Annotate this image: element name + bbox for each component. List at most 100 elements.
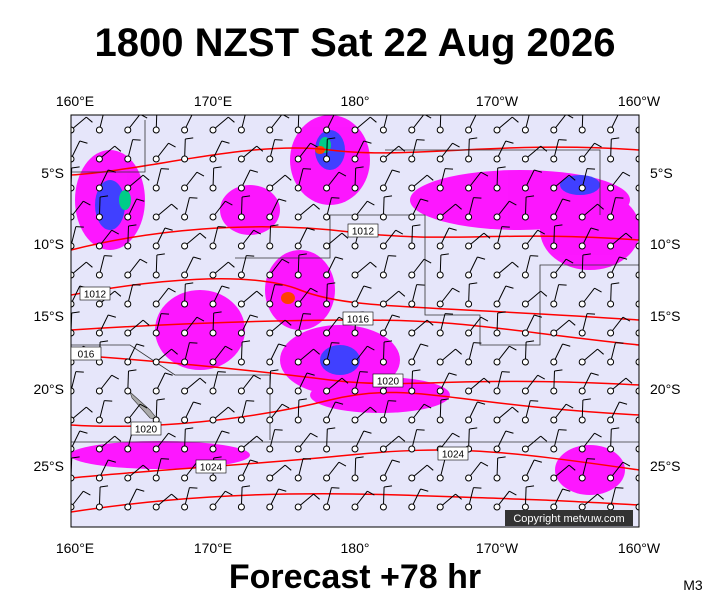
wind-barb: [638, 157, 639, 159]
wind-barb: [274, 284, 283, 286]
station: [237, 387, 245, 395]
station: [71, 271, 75, 279]
wind-barb: [250, 314, 258, 318]
wind-barb: [615, 487, 624, 489]
wind-barb: [638, 419, 639, 420]
station: [436, 416, 444, 424]
wind-barb: [359, 371, 368, 373]
wind-barb: [622, 461, 631, 467]
station: [408, 329, 416, 337]
wind-barb: [455, 203, 462, 210]
station: [294, 503, 302, 511]
station: [71, 184, 75, 192]
wind-barb: [100, 195, 109, 198]
station: [379, 474, 387, 482]
station: [95, 503, 103, 511]
wind-barb: [455, 493, 462, 500]
copyright-box: [505, 510, 633, 526]
wind-barb: [638, 216, 639, 217]
wind-barb: [156, 398, 165, 401]
station: [237, 213, 245, 221]
station: [578, 329, 586, 337]
station: [550, 445, 558, 453]
wind-barb: [100, 485, 109, 488]
station: [181, 358, 189, 366]
wind-barb: [171, 203, 178, 210]
wind-barb: [473, 487, 482, 489]
wind-barb: [227, 406, 235, 413]
station: [493, 242, 501, 250]
station: [124, 503, 132, 511]
wind-barb: [108, 459, 116, 463]
wind-barb: [75, 371, 84, 373]
station: [408, 126, 416, 134]
station: [465, 358, 473, 366]
wind-barb: [644, 372, 652, 373]
station: [493, 474, 501, 482]
wind-barb: [114, 290, 122, 297]
station: [379, 387, 387, 395]
station: [436, 503, 444, 511]
station: [465, 503, 473, 511]
wind-barb: [473, 197, 482, 199]
wind-barb: [132, 139, 141, 141]
station: [408, 416, 416, 424]
wind-barb: [483, 232, 491, 239]
station: [95, 445, 103, 453]
boundary: [385, 149, 601, 215]
station: [351, 213, 359, 221]
wind-barb: [568, 464, 576, 471]
wind-barb: [278, 488, 287, 492]
wind-barb: [225, 345, 233, 351]
wind-barb: [640, 312, 648, 313]
wind-barb: [282, 115, 290, 119]
station: [578, 155, 586, 163]
station: [521, 213, 529, 221]
station: [209, 242, 217, 250]
wind-barb: [537, 229, 545, 235]
station: [124, 358, 132, 366]
boundary: [71, 344, 271, 440]
station: [237, 155, 245, 163]
wind-barb: [100, 340, 109, 343]
wind-barb: [534, 169, 542, 173]
station: [408, 358, 416, 366]
wind-barb: [310, 142, 318, 148]
station: [124, 387, 132, 395]
station: [323, 126, 331, 134]
isobar-label: 1020: [377, 377, 400, 388]
station: [124, 184, 132, 192]
isobar: [71, 449, 639, 479]
wind-barb: [651, 346, 658, 350]
station: [209, 213, 217, 221]
wind-barb: [420, 198, 429, 202]
station: [181, 329, 189, 337]
station: [124, 213, 132, 221]
station: [294, 300, 302, 308]
wind-barb: [225, 200, 233, 206]
wind-barb: [480, 461, 489, 467]
wind-barb: [469, 427, 478, 430]
wind-barb: [611, 137, 620, 140]
wind-barb: [136, 198, 145, 202]
station: [237, 358, 245, 366]
station: [266, 474, 274, 482]
station: [635, 445, 639, 453]
station: [379, 329, 387, 337]
wind-barb: [648, 286, 656, 288]
station: [493, 271, 501, 279]
wind-barb: [587, 313, 596, 315]
wind-barb: [189, 197, 198, 199]
wind-barb: [331, 197, 340, 199]
station: [379, 155, 387, 163]
wind-barb: [530, 400, 539, 402]
wind-barb: [128, 224, 137, 227]
wind-barb: [497, 166, 506, 169]
wind-barb: [139, 403, 148, 409]
station: [493, 387, 501, 395]
station: [294, 445, 302, 453]
station: [266, 300, 274, 308]
wind-barb: [638, 243, 639, 246]
wind-barb: [448, 227, 457, 231]
wind-barb: [554, 224, 563, 227]
